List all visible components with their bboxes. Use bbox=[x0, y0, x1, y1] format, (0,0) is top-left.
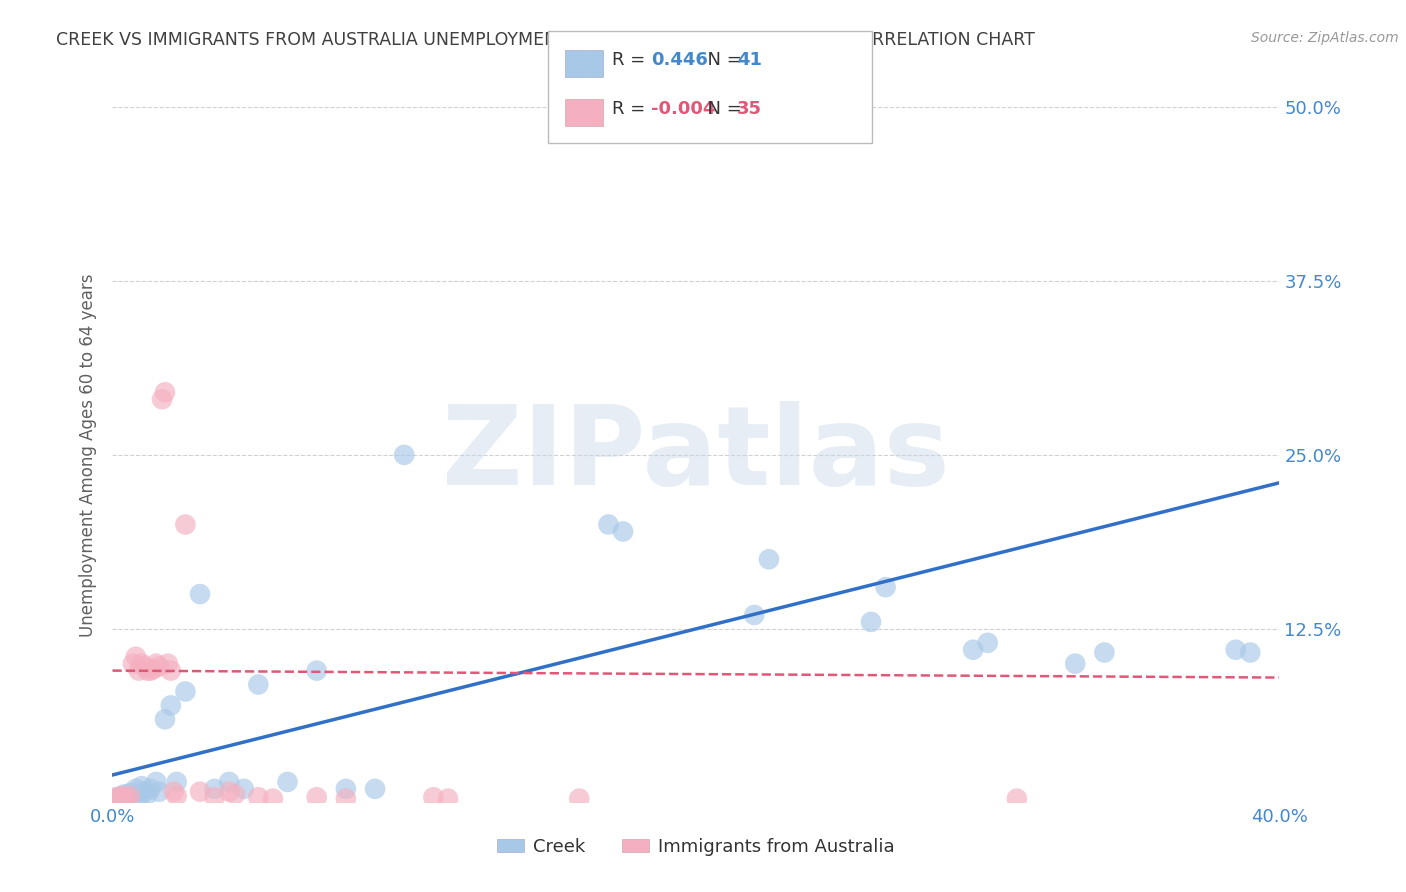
Point bbox=[1239, 646, 1261, 660]
Point bbox=[276, 775, 298, 789]
Point bbox=[131, 779, 153, 793]
Point bbox=[131, 657, 153, 671]
Point bbox=[142, 662, 165, 676]
Point bbox=[305, 790, 328, 805]
Point bbox=[174, 517, 197, 532]
Text: Source: ZipAtlas.com: Source: ZipAtlas.com bbox=[1251, 31, 1399, 45]
Text: R =: R = bbox=[612, 51, 651, 69]
Point bbox=[305, 664, 328, 678]
Point bbox=[122, 657, 145, 671]
Point bbox=[134, 785, 156, 799]
Point bbox=[148, 785, 170, 799]
Text: N =: N = bbox=[696, 51, 748, 69]
Point bbox=[145, 657, 167, 671]
Text: ZIPatlas: ZIPatlas bbox=[441, 401, 950, 508]
Point bbox=[166, 775, 188, 789]
Point bbox=[218, 785, 240, 799]
Point bbox=[174, 684, 197, 698]
Point bbox=[128, 664, 150, 678]
Point bbox=[859, 615, 883, 629]
Point bbox=[163, 785, 186, 799]
Point bbox=[218, 775, 240, 789]
Point bbox=[110, 790, 132, 805]
Point bbox=[148, 659, 170, 673]
Point bbox=[166, 789, 188, 803]
Point bbox=[150, 392, 173, 407]
Point bbox=[104, 791, 127, 805]
Point bbox=[153, 712, 176, 726]
Point bbox=[758, 552, 780, 566]
Point bbox=[118, 786, 141, 800]
Point bbox=[136, 788, 159, 802]
Point bbox=[422, 790, 444, 805]
Point bbox=[1064, 657, 1087, 671]
Point bbox=[612, 524, 634, 539]
Point bbox=[110, 789, 132, 803]
Point bbox=[188, 785, 211, 799]
Text: R =: R = bbox=[612, 100, 651, 118]
Point bbox=[139, 781, 162, 796]
Point bbox=[335, 791, 357, 805]
Point bbox=[156, 657, 179, 671]
Point bbox=[335, 781, 357, 796]
Text: 35: 35 bbox=[737, 100, 762, 118]
Point bbox=[104, 790, 127, 805]
Point bbox=[1005, 791, 1028, 805]
Point bbox=[568, 791, 591, 805]
Point bbox=[128, 791, 150, 805]
Point bbox=[139, 664, 162, 678]
Point bbox=[262, 791, 284, 805]
Point bbox=[122, 789, 145, 803]
Point bbox=[1092, 646, 1115, 660]
Point bbox=[153, 385, 176, 400]
Point bbox=[125, 781, 148, 796]
Y-axis label: Unemployment Among Ages 60 to 64 years: Unemployment Among Ages 60 to 64 years bbox=[79, 273, 97, 637]
Point bbox=[437, 791, 460, 805]
Point bbox=[134, 659, 156, 673]
Point bbox=[742, 607, 765, 622]
Point bbox=[392, 448, 416, 462]
Point bbox=[247, 677, 270, 691]
Point bbox=[224, 788, 246, 802]
Point bbox=[976, 636, 998, 650]
Point bbox=[125, 649, 148, 664]
Point bbox=[160, 664, 183, 678]
Point bbox=[107, 791, 129, 805]
Text: 41: 41 bbox=[737, 51, 762, 69]
Point bbox=[232, 781, 254, 796]
Point bbox=[112, 788, 135, 802]
Point bbox=[1225, 642, 1247, 657]
Text: 0.446: 0.446 bbox=[651, 51, 707, 69]
Text: CREEK VS IMMIGRANTS FROM AUSTRALIA UNEMPLOYMENT AMONG AGES 60 TO 64 YEARS CORREL: CREEK VS IMMIGRANTS FROM AUSTRALIA UNEMP… bbox=[56, 31, 1035, 49]
Point bbox=[107, 790, 129, 805]
Legend: Creek, Immigrants from Australia: Creek, Immigrants from Australia bbox=[491, 831, 901, 863]
Point bbox=[598, 517, 620, 532]
Text: -0.004: -0.004 bbox=[651, 100, 716, 118]
Point bbox=[115, 791, 138, 805]
Point bbox=[136, 664, 159, 678]
Point bbox=[204, 781, 226, 796]
Text: N =: N = bbox=[696, 100, 748, 118]
Point bbox=[875, 580, 897, 594]
Point bbox=[364, 781, 387, 796]
Point bbox=[115, 790, 138, 805]
Point bbox=[188, 587, 211, 601]
Point bbox=[247, 790, 270, 805]
Point bbox=[112, 790, 135, 805]
Point bbox=[160, 698, 183, 713]
Point bbox=[118, 789, 141, 803]
Point bbox=[145, 775, 167, 789]
Point bbox=[962, 642, 984, 657]
Point bbox=[204, 790, 226, 805]
